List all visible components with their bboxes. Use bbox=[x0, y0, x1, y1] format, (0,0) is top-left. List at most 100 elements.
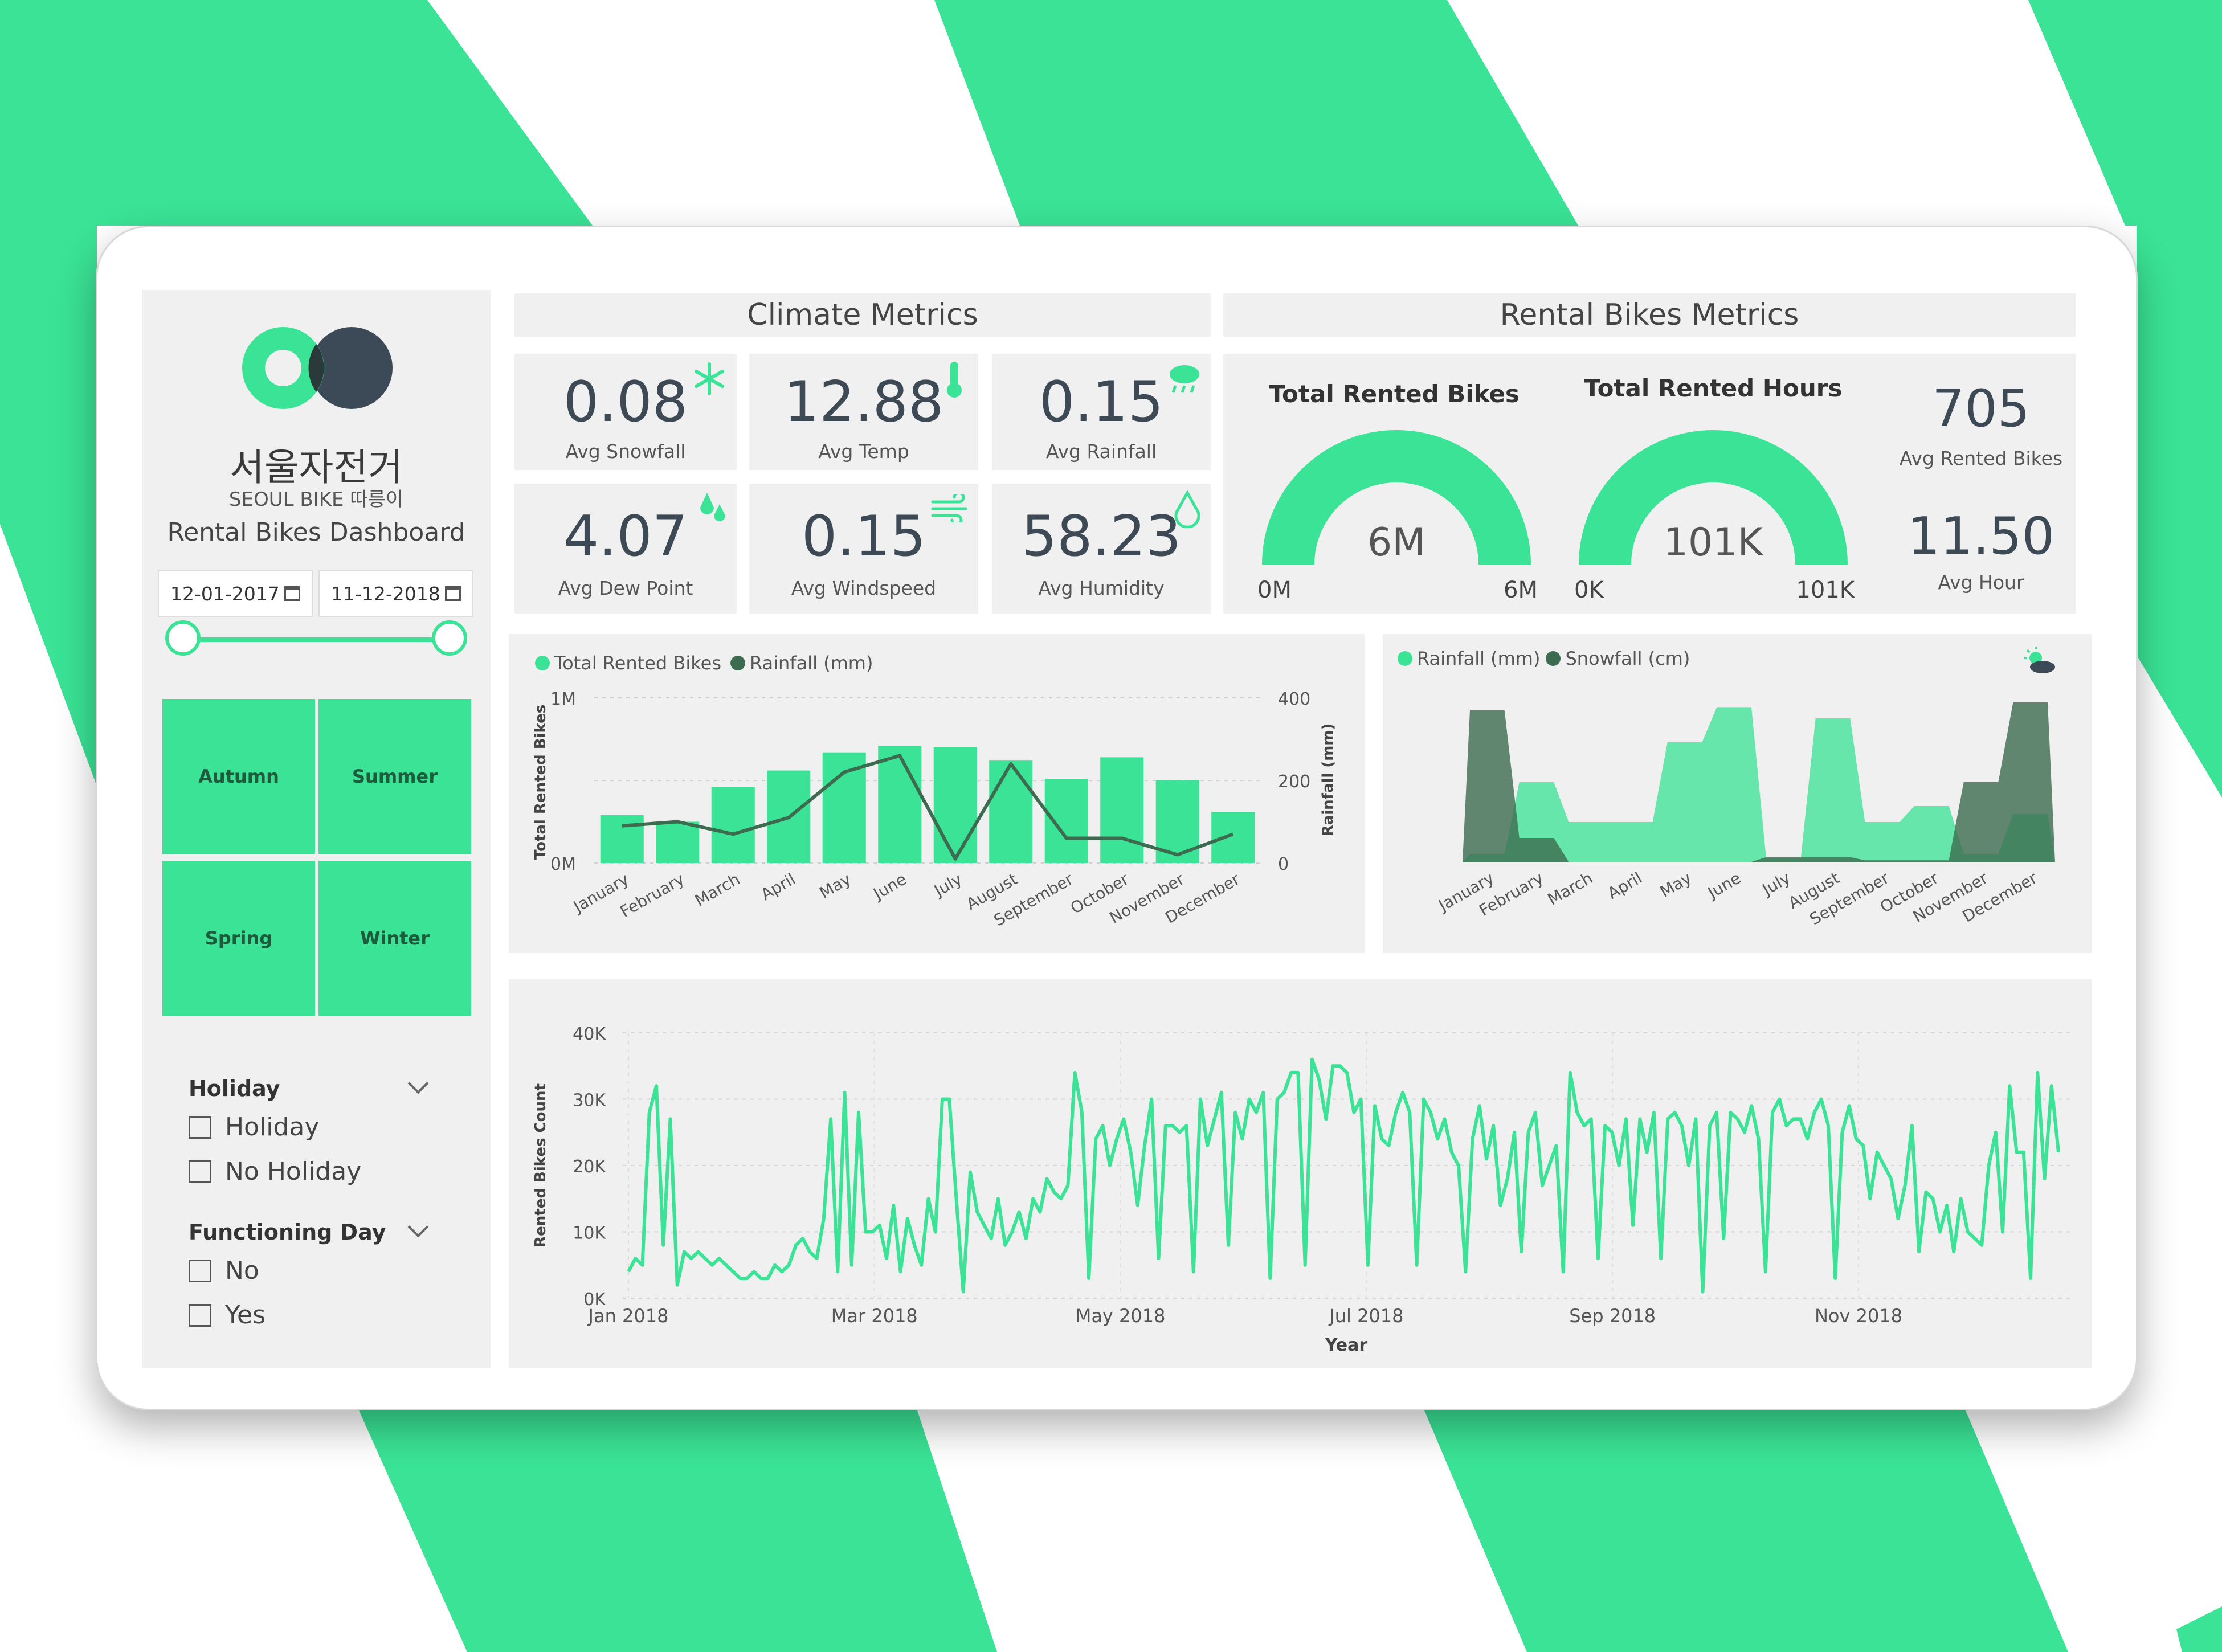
gauge-min: 0K bbox=[1574, 577, 1604, 603]
monthly-bikes-rainfall-chart-panel: Total Rented Bikes Rainfall (mm) 0 200 400… bbox=[509, 634, 1365, 953]
bar bbox=[933, 747, 977, 863]
kpi-value: 58.23 bbox=[1021, 504, 1182, 569]
kpi-value-avg-hour: 11.50 bbox=[1908, 506, 2054, 566]
checkbox[interactable] bbox=[189, 1259, 211, 1282]
y-tick-label: 0K bbox=[583, 1290, 606, 1310]
kpi-card-humidity: 58.23 Avg Humidity bbox=[992, 484, 1211, 614]
legend-label: Rainfall (mm) bbox=[749, 652, 873, 674]
functioning-option-yes[interactable]: Yes bbox=[189, 1301, 266, 1330]
bar bbox=[1211, 812, 1255, 863]
legend-dot bbox=[730, 656, 745, 670]
start-date-value: 12-01-2017 bbox=[170, 582, 280, 605]
kpi-value: 12.88 bbox=[783, 370, 944, 435]
legend-label: Rainfall (mm) bbox=[1417, 648, 1541, 669]
bar bbox=[600, 815, 644, 863]
gauge-fill bbox=[1579, 430, 1848, 565]
kpi-label: Avg Temp bbox=[818, 440, 909, 463]
y2-tick-label: 0 bbox=[1278, 854, 1289, 874]
wind-icon bbox=[931, 494, 967, 522]
x-tick-label: May 2018 bbox=[1076, 1305, 1166, 1327]
gauge-value: 6M bbox=[1367, 520, 1425, 565]
rental-metrics-panel: Total Rented Bikes 6M 0M 6M Total Rented… bbox=[1223, 354, 2076, 614]
kpi-label: Avg Windspeed bbox=[791, 577, 937, 599]
kpi-value-avg-rented-bikes: 705 bbox=[1932, 379, 2030, 439]
x-tick-label: Mar 2018 bbox=[831, 1305, 918, 1327]
start-date-input[interactable]: 12-01-2017 bbox=[158, 570, 313, 617]
kpi-value: 0.15 bbox=[1039, 370, 1164, 435]
date-range-slider-track[interactable] bbox=[183, 637, 450, 642]
x-axis-label: Year bbox=[1325, 1335, 1368, 1355]
gauge-total-hours: 101K 0K 101K bbox=[1574, 430, 1856, 603]
chart3-svg: 0K 10K 20K 30K 40K Jan 2018 Mar 2018 May 2018 Ju… bbox=[532, 1024, 2070, 1355]
x-tick-label: March bbox=[1545, 868, 1596, 909]
brand-subtitle: SEOUL BIKE 따릉이 bbox=[228, 488, 404, 511]
season-tile-autumn[interactable]: Autumn bbox=[162, 699, 315, 854]
humidity-drop-icon bbox=[1174, 490, 1200, 528]
gauge-min: 0M bbox=[1257, 577, 1292, 603]
korean-brand-name: 서울자전거 bbox=[230, 445, 403, 489]
dew-drops-icon bbox=[700, 493, 725, 521]
checkbox[interactable] bbox=[189, 1160, 211, 1183]
legend-dot bbox=[535, 656, 550, 670]
rain-cloud-icon bbox=[1170, 365, 1199, 393]
checkbox[interactable] bbox=[189, 1115, 211, 1139]
legend-dot bbox=[1398, 651, 1412, 666]
y-tick-label: 30K bbox=[573, 1091, 606, 1111]
y-tick-label: 20K bbox=[573, 1157, 606, 1177]
date-range-start-handle[interactable] bbox=[165, 620, 201, 656]
x-tick-label: Jul 2018 bbox=[1328, 1305, 1403, 1327]
season-tile-spring[interactable]: Spring bbox=[162, 861, 315, 1016]
calendar-icon[interactable] bbox=[445, 586, 461, 601]
holiday-option-no-holiday[interactable]: No Holiday bbox=[189, 1157, 361, 1186]
kpi-label: Avg Dew Point bbox=[558, 577, 693, 599]
thermometer-icon bbox=[947, 362, 962, 398]
dashboard-card: 서울자전거 SEOUL BIKE 따릉이 Rental Bikes Dashbo… bbox=[96, 226, 2138, 1410]
chart2-legend: Rainfall (mm) Snowfall (cm) bbox=[1398, 648, 1690, 669]
season-tile-summer[interactable]: Summer bbox=[318, 699, 471, 854]
snowflake-icon bbox=[695, 362, 724, 395]
x-tick-label: March bbox=[692, 869, 743, 910]
bar bbox=[656, 821, 700, 863]
kpi-label: Avg Snowfall bbox=[565, 440, 686, 463]
rainfall-snowfall-chart-panel: Rainfall (mm) Snowfall (cm) January Febru… bbox=[1383, 634, 2092, 953]
season-tile-winter[interactable]: Winter bbox=[318, 861, 471, 1016]
legend-label: Snowfall (cm) bbox=[1565, 648, 1690, 669]
gauge-fill bbox=[1262, 430, 1531, 565]
kpi-card-snowfall: 0.08 Avg Snowfall bbox=[514, 354, 737, 470]
date-range-end-handle[interactable] bbox=[432, 620, 467, 656]
end-date-value: 11-12-2018 bbox=[331, 582, 440, 605]
sidebar-panel: 서울자전거 SEOUL BIKE 따릉이 Rental Bikes Dashbo… bbox=[142, 290, 491, 1368]
x-tick-label: February bbox=[617, 869, 688, 921]
daily-rented-bikes-chart-panel: 0K 10K 20K 30K 40K Jan 2018 Mar 2018 May 2018 Ju… bbox=[509, 979, 2092, 1368]
x-tick-label: June bbox=[1704, 868, 1744, 902]
bar bbox=[711, 787, 755, 863]
holiday-option-holiday[interactable]: Holiday bbox=[189, 1113, 319, 1142]
end-date-input[interactable]: 11-12-2018 bbox=[318, 570, 473, 617]
kpi-value: 0.15 bbox=[801, 504, 926, 569]
x-tick-label: Sep 2018 bbox=[1569, 1305, 1656, 1327]
weather-sun-cloud-icon bbox=[2024, 647, 2055, 673]
chevron-down-icon[interactable] bbox=[407, 1216, 429, 1238]
legend-dot bbox=[1546, 651, 1561, 666]
y2-tick-label: 400 bbox=[1278, 689, 1310, 709]
calendar-icon[interactable] bbox=[284, 586, 300, 601]
x-tick-label: May bbox=[1657, 868, 1695, 901]
kpi-label: Avg Rainfall bbox=[1045, 440, 1157, 463]
y-tick-label: 1M bbox=[550, 689, 576, 709]
checkbox-label: No bbox=[225, 1256, 259, 1285]
rainfall-area bbox=[1463, 707, 2055, 862]
x-tick-label: July bbox=[930, 869, 965, 901]
kpi-value: 4.07 bbox=[563, 504, 688, 569]
dashboard-title: Rental Bikes Dashboard bbox=[167, 518, 465, 547]
kpi-card-dew-point: 4.07 Avg Dew Point bbox=[514, 484, 737, 614]
functioning-option-no[interactable]: No bbox=[189, 1256, 259, 1285]
functioning-day-filter-title: Functioning Day bbox=[189, 1220, 386, 1245]
gauge-total-bikes: 6M 0M 6M bbox=[1257, 430, 1538, 603]
chart1-legend: Total Rented Bikes Rainfall (mm) bbox=[535, 652, 873, 674]
y-axis-label: Total Rented Bikes bbox=[532, 705, 549, 860]
checkbox[interactable] bbox=[189, 1303, 211, 1327]
chevron-down-icon[interactable] bbox=[407, 1073, 429, 1094]
